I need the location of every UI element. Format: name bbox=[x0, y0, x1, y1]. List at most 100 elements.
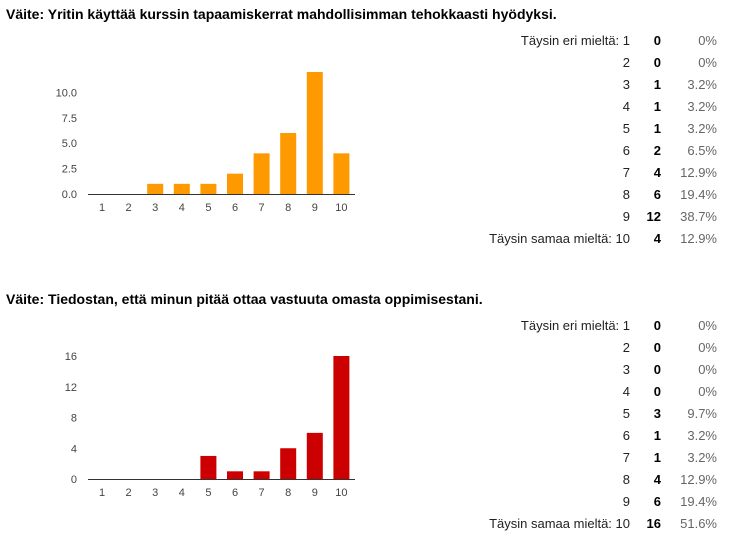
row-percent: 19.4% bbox=[680, 494, 717, 509]
row-count: 1 bbox=[653, 428, 661, 443]
x-tick-label: 9 bbox=[312, 202, 318, 214]
row-count: 0 bbox=[653, 340, 661, 355]
row-percent: 0% bbox=[698, 33, 717, 48]
row-percent: 38.7% bbox=[680, 209, 717, 224]
x-tick-label: 3 bbox=[152, 487, 158, 499]
table-row: 7 4 12.9% bbox=[440, 165, 730, 185]
bar bbox=[280, 133, 297, 194]
bar bbox=[280, 448, 297, 479]
bar bbox=[253, 471, 270, 479]
row-count: 2 bbox=[653, 143, 661, 158]
table-row: 5 1 3.2% bbox=[440, 121, 730, 141]
table-row: 8 4 12.9% bbox=[440, 472, 730, 492]
x-tick-label: 1 bbox=[99, 487, 105, 499]
row-label: 7 bbox=[622, 450, 630, 465]
table-row: 6 1 3.2% bbox=[440, 428, 730, 448]
x-tick-label: 9 bbox=[312, 487, 318, 499]
y-tick-label: 2.5 bbox=[62, 164, 77, 176]
row-count: 0 bbox=[653, 362, 661, 377]
bar bbox=[173, 183, 190, 194]
row-percent: 19.4% bbox=[680, 187, 717, 202]
row-count: 1 bbox=[653, 121, 661, 136]
x-tick-label: 1 bbox=[99, 202, 105, 214]
y-tick-label: 7.5 bbox=[62, 113, 77, 125]
row-percent: 3.2% bbox=[687, 428, 717, 443]
row-count: 1 bbox=[653, 99, 661, 114]
table-row: 9 12 38.7% bbox=[440, 209, 730, 229]
x-tick-label: 7 bbox=[259, 487, 265, 499]
x-tick-label: 6 bbox=[232, 487, 238, 499]
row-percent: 9.7% bbox=[687, 406, 717, 421]
y-tick-label: 0.0 bbox=[62, 189, 77, 201]
table-row: Täysin eri mieltä: 1 0 0% bbox=[440, 33, 730, 53]
row-label: 8 bbox=[622, 472, 630, 487]
row-percent: 6.5% bbox=[687, 143, 717, 158]
bar bbox=[200, 183, 217, 194]
x-tick-label: 5 bbox=[205, 202, 211, 214]
row-count: 0 bbox=[653, 384, 661, 399]
table-row: 7 1 3.2% bbox=[440, 450, 730, 470]
bar bbox=[306, 72, 323, 194]
bar bbox=[253, 153, 270, 194]
row-count: 1 bbox=[653, 450, 661, 465]
x-tick-label: 4 bbox=[179, 487, 185, 499]
x-tick-label: 3 bbox=[152, 202, 158, 214]
row-percent: 12.9% bbox=[680, 231, 717, 246]
table-row: 4 1 3.2% bbox=[440, 99, 730, 119]
row-label: 4 bbox=[622, 384, 630, 399]
y-tick-label: 16 bbox=[65, 351, 77, 363]
table-row: Täysin eri mieltä: 1 0 0% bbox=[440, 318, 730, 338]
table-row: 2 0 0% bbox=[440, 340, 730, 360]
x-tick-label: 6 bbox=[232, 202, 238, 214]
y-tick-label: 8 bbox=[71, 413, 77, 425]
row-label: 6 bbox=[622, 143, 630, 158]
x-tick-label: 2 bbox=[126, 487, 132, 499]
bar bbox=[227, 471, 243, 479]
y-tick-label: 0 bbox=[71, 474, 77, 486]
table-row: Täysin samaa mieltä: 10 4 12.9% bbox=[440, 231, 730, 251]
table-row: 3 1 3.2% bbox=[440, 77, 730, 97]
row-count: 4 bbox=[653, 165, 661, 180]
row-percent: 0% bbox=[698, 362, 717, 377]
row-count: 4 bbox=[653, 231, 661, 246]
row-percent: 0% bbox=[698, 318, 717, 333]
row-count: 6 bbox=[653, 494, 661, 509]
row-label: 6 bbox=[622, 428, 630, 443]
row-label: 3 bbox=[622, 362, 630, 377]
row-label: 8 bbox=[622, 187, 630, 202]
row-count: 16 bbox=[646, 516, 661, 531]
row-count: 12 bbox=[646, 209, 661, 224]
x-tick-label: 7 bbox=[259, 202, 265, 214]
question-1-title: Väite: Yritin käyttää kurssin tapaamiske… bbox=[6, 6, 557, 22]
row-percent: 0% bbox=[698, 55, 717, 70]
row-count: 0 bbox=[653, 318, 661, 333]
y-tick-label: 12 bbox=[65, 382, 77, 394]
x-tick-label: 2 bbox=[126, 202, 132, 214]
row-percent: 51.6% bbox=[680, 516, 717, 531]
row-label: Täysin eri mieltä: 1 bbox=[520, 33, 630, 48]
row-percent: 0% bbox=[698, 384, 717, 399]
x-tick-label: 4 bbox=[179, 202, 185, 214]
row-label: 2 bbox=[622, 55, 630, 70]
row-label: 5 bbox=[622, 406, 630, 421]
bar bbox=[306, 432, 323, 479]
x-tick-label: 8 bbox=[285, 487, 291, 499]
y-tick-label: 4 bbox=[71, 443, 77, 455]
row-count: 1 bbox=[653, 77, 661, 92]
bar bbox=[227, 173, 243, 194]
y-tick-label: 10.0 bbox=[56, 87, 77, 99]
table-row: 4 0 0% bbox=[440, 384, 730, 404]
row-percent: 3.2% bbox=[687, 450, 717, 465]
row-label: Täysin samaa mieltä: 10 bbox=[489, 516, 630, 531]
row-count: 3 bbox=[653, 406, 661, 421]
row-label: 2 bbox=[622, 340, 630, 355]
x-tick-label: 10 bbox=[335, 487, 347, 499]
row-percent: 0% bbox=[698, 340, 717, 355]
row-label: 5 bbox=[622, 121, 630, 136]
bar bbox=[333, 153, 350, 194]
bar bbox=[333, 356, 350, 479]
y-tick-label: 5.0 bbox=[62, 138, 77, 150]
row-percent: 3.2% bbox=[687, 121, 717, 136]
row-percent: 3.2% bbox=[687, 77, 717, 92]
